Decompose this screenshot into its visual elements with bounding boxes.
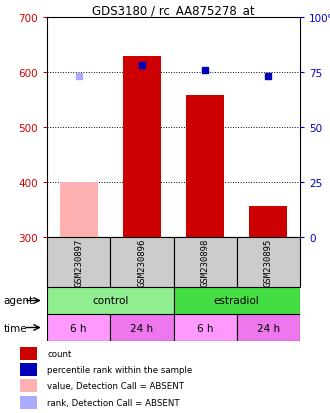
Text: GSM230898: GSM230898 [201, 238, 210, 287]
Text: value, Detection Call = ABSENT: value, Detection Call = ABSENT [47, 381, 184, 390]
Bar [237, 237, 300, 287]
Text: agent: agent [3, 296, 33, 306]
Bar [19, 396, 37, 409]
Text: 24 h: 24 h [257, 323, 280, 333]
Text: time: time [3, 323, 27, 333]
Bar [174, 287, 300, 314]
Text: 6 h: 6 h [70, 323, 87, 333]
Bar [19, 363, 37, 376]
Bar [237, 314, 300, 341]
Text: GSM230895: GSM230895 [264, 238, 273, 287]
Bar [110, 237, 174, 287]
Bar [123, 56, 161, 237]
Title: GDS3180 / rc_AA875278_at: GDS3180 / rc_AA875278_at [92, 4, 255, 17]
Text: control: control [92, 296, 128, 306]
Bar [60, 183, 98, 237]
Bar [19, 348, 37, 361]
Bar [110, 314, 174, 341]
Text: rank, Detection Call = ABSENT: rank, Detection Call = ABSENT [47, 399, 180, 408]
Text: 24 h: 24 h [130, 323, 153, 333]
Text: estradiol: estradiol [214, 296, 260, 306]
Bar [19, 379, 37, 392]
Bar [249, 206, 287, 237]
Bar [47, 287, 174, 314]
Text: count: count [47, 350, 71, 358]
Bar [174, 237, 237, 287]
Bar [47, 237, 110, 287]
Text: percentile rank within the sample: percentile rank within the sample [47, 366, 192, 375]
Text: GSM230897: GSM230897 [74, 238, 83, 287]
Text: GSM230896: GSM230896 [137, 238, 147, 287]
Bar [186, 96, 224, 237]
Bar [174, 314, 237, 341]
Bar [47, 314, 110, 341]
Text: 6 h: 6 h [197, 323, 214, 333]
